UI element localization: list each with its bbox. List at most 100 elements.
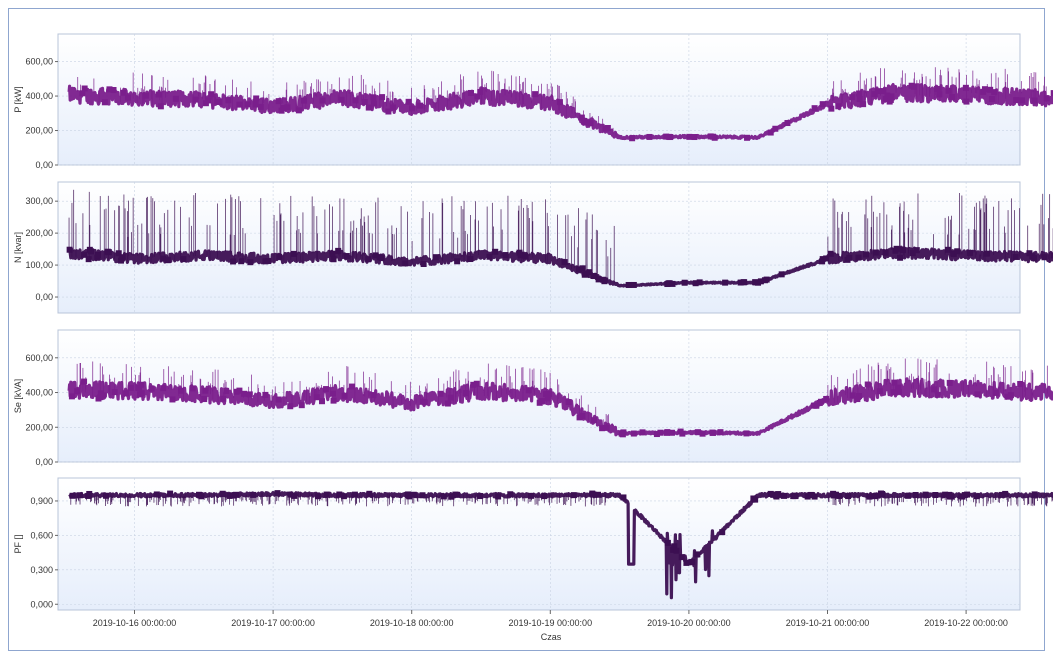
- series-marker: [365, 104, 372, 111]
- series-marker: [192, 96, 199, 103]
- series-marker: [298, 402, 305, 409]
- y-tick-label: 0,900: [30, 496, 53, 506]
- series-marker: [590, 417, 597, 424]
- series-marker: [318, 398, 325, 405]
- series-marker: [664, 539, 671, 546]
- series-marker: [160, 385, 167, 392]
- x-tick-label: 2019-10-16 00:00:00: [93, 618, 177, 628]
- series-marker: [462, 390, 469, 397]
- series-marker: [582, 119, 589, 126]
- series-marker: [275, 98, 282, 105]
- series-marker: [964, 491, 971, 498]
- y-axis-title: N [kvar]: [13, 232, 23, 263]
- series-marker: [931, 386, 938, 393]
- series-marker: [882, 249, 889, 256]
- series-marker: [419, 492, 426, 499]
- series-marker: [467, 256, 474, 263]
- series-marker: [379, 94, 386, 101]
- series-marker: [784, 120, 791, 127]
- series-marker: [948, 493, 955, 500]
- series-marker: [823, 255, 830, 262]
- x-axis-title: Czas: [541, 632, 562, 642]
- series-marker: [973, 493, 980, 500]
- series-marker: [942, 491, 949, 498]
- series-marker: [590, 491, 597, 498]
- series-marker: [86, 490, 93, 497]
- series-marker: [763, 276, 770, 283]
- series-marker: [664, 429, 671, 436]
- series-marker: [836, 492, 843, 499]
- series-marker: [440, 493, 447, 500]
- series-marker: [111, 389, 118, 396]
- series-marker: [673, 547, 680, 554]
- series-marker: [180, 256, 187, 263]
- series-marker: [477, 88, 484, 95]
- series-marker: [352, 97, 359, 104]
- series-marker: [866, 493, 873, 500]
- series-marker: [981, 86, 988, 93]
- series-marker: [683, 559, 690, 566]
- series-marker: [421, 399, 428, 406]
- series-marker: [1026, 250, 1033, 257]
- series-marker: [845, 493, 852, 500]
- series-marker: [910, 83, 917, 90]
- x-tick-label: 2019-10-18 00:00:00: [370, 618, 454, 628]
- series-marker: [115, 250, 122, 257]
- series-marker: [983, 250, 990, 257]
- series-marker: [696, 279, 703, 286]
- series-marker: [94, 252, 101, 259]
- series-marker: [81, 85, 88, 92]
- series-marker: [201, 396, 208, 403]
- series-marker: [330, 256, 337, 263]
- series-marker: [448, 493, 455, 500]
- series-marker: [370, 94, 377, 101]
- series-marker: [138, 390, 145, 397]
- series-marker: [991, 89, 998, 96]
- y-tick-label: 600,00: [25, 353, 53, 363]
- series-marker: [1050, 252, 1053, 259]
- series-marker: [832, 491, 839, 498]
- series-marker: [276, 253, 283, 260]
- series-marker: [477, 493, 484, 500]
- series-marker: [319, 97, 326, 104]
- y-tick-label: 0,300: [30, 565, 53, 575]
- series-marker: [153, 491, 160, 498]
- series-marker: [437, 390, 444, 397]
- series-marker: [895, 388, 902, 395]
- series-marker: [1012, 253, 1019, 260]
- series-marker: [290, 250, 297, 257]
- series-marker: [709, 429, 716, 436]
- series-marker: [630, 430, 637, 437]
- series-marker: [744, 134, 751, 141]
- series-marker: [1004, 393, 1011, 400]
- series-marker: [119, 254, 126, 261]
- series-marker: [945, 87, 952, 94]
- series-marker: [890, 389, 897, 396]
- series-marker: [287, 403, 294, 410]
- series-marker: [155, 91, 162, 98]
- series-marker: [167, 490, 174, 497]
- series-marker: [247, 259, 254, 266]
- series-marker: [522, 253, 529, 260]
- series-marker: [160, 255, 167, 262]
- x-tick-label: 2019-10-17 00:00:00: [231, 618, 315, 628]
- series-marker: [686, 133, 693, 140]
- series-marker: [238, 258, 245, 265]
- series-marker: [946, 379, 953, 386]
- series-marker: [66, 246, 73, 253]
- series-marker: [470, 381, 477, 388]
- series-marker: [215, 98, 222, 105]
- y-tick-label: 300,00: [25, 196, 53, 206]
- x-tick-label: 2019-10-20 00:00:00: [647, 618, 731, 628]
- series-marker: [123, 390, 130, 397]
- series-marker: [232, 491, 239, 498]
- series-marker: [1017, 380, 1024, 387]
- series-marker: [856, 96, 863, 103]
- series-marker: [884, 92, 891, 99]
- series-marker: [992, 389, 999, 396]
- series-marker: [949, 94, 956, 101]
- series-marker: [313, 394, 320, 401]
- x-tick-label: 2019-10-22 00:00:00: [924, 618, 1008, 628]
- series-marker: [827, 250, 834, 257]
